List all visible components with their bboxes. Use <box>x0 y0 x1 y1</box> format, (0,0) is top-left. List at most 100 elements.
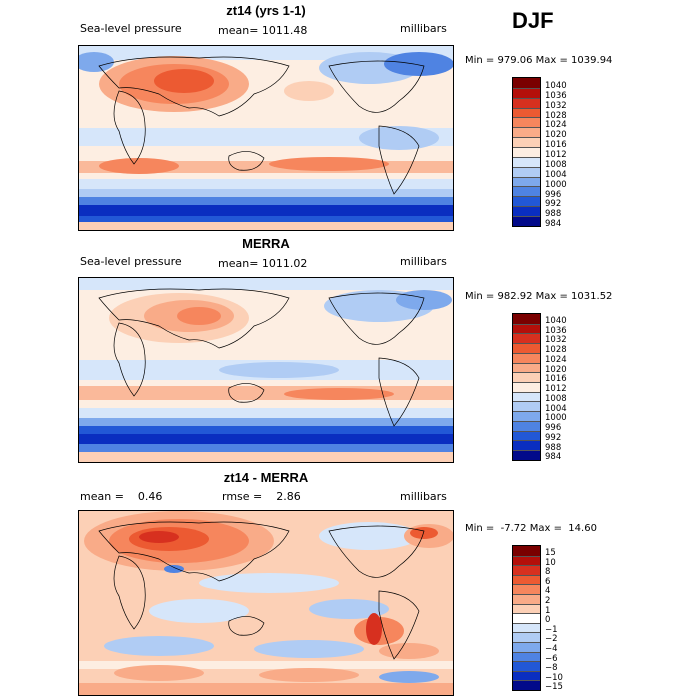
panel2-colorbar <box>512 313 541 461</box>
colorbar-label: −10 <box>545 672 563 683</box>
colorbar-label: −6 <box>545 653 558 664</box>
season-label: DJF <box>512 8 554 33</box>
panel1-title: zt14 (yrs 1-1) <box>226 3 306 18</box>
colorbar-swatch <box>513 546 540 556</box>
panel3-colorbar-swatches <box>512 545 541 691</box>
colorbar-label: −8 <box>545 663 558 674</box>
colorbar-label: 992 <box>545 432 562 443</box>
colorbar-label: 10 <box>545 557 556 568</box>
colorbar-label: −4 <box>545 644 558 654</box>
colorbar-label: 1008 <box>545 159 567 170</box>
colorbar-swatch <box>513 632 540 642</box>
colorbar-label: 1024 <box>545 120 567 131</box>
colorbar-label: 15 <box>545 548 556 558</box>
colorbar-swatch <box>513 680 540 690</box>
colorbar-label: 1028 <box>545 110 567 121</box>
panel1-colorbar-swatches <box>512 77 541 227</box>
colorbar-label: 1016 <box>545 374 567 385</box>
colorbar-swatch <box>513 584 540 594</box>
panel3-rmse: rmse = 2.86 <box>222 490 301 503</box>
colorbar-label: 4 <box>545 586 551 597</box>
colorbar-label: 1004 <box>545 169 567 180</box>
colorbar-swatch <box>513 333 540 344</box>
panel2-title: MERRA <box>242 236 290 251</box>
colorbar-label: 996 <box>545 189 562 200</box>
colorbar-label: 1020 <box>545 364 567 375</box>
panel2-map <box>78 277 454 463</box>
colorbar-label: 1012 <box>545 150 567 161</box>
colorbar-swatch <box>513 78 540 88</box>
colorbar-swatch <box>513 651 540 662</box>
colorbar-swatch <box>513 382 540 392</box>
colorbar-swatch <box>513 352 540 363</box>
colorbar-swatch <box>513 97 540 108</box>
panel1-minmax: Min = 979.06 Max = 1039.94 <box>465 55 613 66</box>
colorbar-swatch <box>513 574 540 585</box>
colorbar-swatch <box>513 603 540 614</box>
colorbar-label: 1036 <box>545 90 567 101</box>
colorbar-swatch <box>513 216 540 226</box>
colorbar-swatch <box>513 661 540 671</box>
panel1-variable-label: Sea-level pressure <box>80 22 182 35</box>
colorbar-label: 996 <box>545 423 562 434</box>
colorbar-swatch <box>513 147 540 157</box>
colorbar-label: 8 <box>545 567 551 578</box>
colorbar-swatch <box>513 440 540 451</box>
colorbar-swatch <box>513 206 540 217</box>
colorbar-label: 1008 <box>545 393 567 404</box>
panel2-colorbar-swatches <box>512 313 541 461</box>
colorbar-label: 988 <box>545 442 562 453</box>
colorbar-swatch <box>513 323 540 334</box>
colorbar-swatch <box>513 362 540 373</box>
colorbar-label: −1 <box>545 624 558 635</box>
colorbar-swatch <box>513 137 540 148</box>
colorbar-swatch <box>513 87 540 98</box>
colorbar-swatch <box>513 411 540 421</box>
panel3-colorbar <box>512 545 541 691</box>
colorbar-label: 1028 <box>545 345 567 356</box>
panel2-mean: mean= 1011.02 <box>218 257 308 270</box>
colorbar-swatch <box>513 166 540 177</box>
colorbar-swatch <box>513 420 540 431</box>
colorbar-label: −2 <box>545 634 558 645</box>
colorbar-swatch <box>513 176 540 187</box>
colorbar-swatch <box>513 401 540 412</box>
panel1-mean: mean= 1011.48 <box>218 24 308 37</box>
panel3-title: zt14 - MERRA <box>223 470 309 485</box>
colorbar-label: 1024 <box>545 354 567 365</box>
colorbar-swatch <box>513 117 540 128</box>
colorbar-swatch <box>513 107 540 118</box>
colorbar-label: 0 <box>545 615 551 626</box>
panel1-colorbar <box>512 77 541 227</box>
colorbar-swatch <box>513 450 540 460</box>
panel3-minmax: Min = -7.72 Max = 14.60 <box>465 523 597 534</box>
colorbar-swatch <box>513 127 540 138</box>
panel2-units: millibars <box>400 255 447 268</box>
colorbar-label: 1016 <box>545 140 567 151</box>
colorbar-swatch <box>513 641 540 652</box>
panel3-units: millibars <box>400 490 447 503</box>
colorbar-label: 6 <box>545 576 551 587</box>
colorbar-swatch <box>513 555 540 566</box>
colorbar-label: 992 <box>545 199 562 210</box>
colorbar-label: 1032 <box>545 335 567 346</box>
panel1-units: millibars <box>400 22 447 35</box>
colorbar-label: 984 <box>545 452 562 463</box>
colorbar-swatch <box>513 391 540 402</box>
colorbar-label: 1032 <box>545 100 567 111</box>
colorbar-label: 1 <box>545 605 551 616</box>
colorbar-label: 1000 <box>545 179 567 190</box>
colorbar-label: 1000 <box>545 413 567 424</box>
colorbar-swatch <box>513 343 540 353</box>
colorbar-swatch <box>513 314 540 324</box>
colorbar-swatch <box>513 670 540 681</box>
colorbar-swatch <box>513 372 540 383</box>
colorbar-label: 1012 <box>545 384 567 395</box>
colorbar-swatch <box>513 196 540 207</box>
colorbar-swatch <box>513 613 540 623</box>
colorbar-label: −15 <box>545 682 563 693</box>
colorbar-swatch <box>513 622 540 633</box>
panel3-mean: mean = 0.46 <box>80 490 163 503</box>
colorbar-swatch <box>513 430 540 441</box>
panel3-map <box>78 510 454 696</box>
